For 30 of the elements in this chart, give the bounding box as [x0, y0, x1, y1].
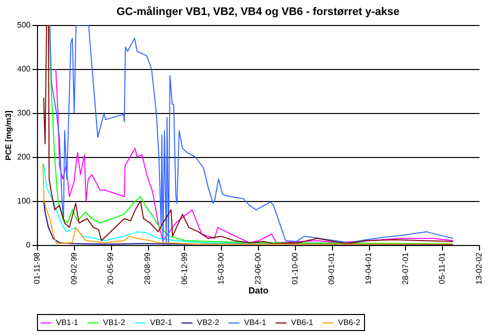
x-tick-label: 01-10-00 [290, 252, 300, 285]
x-tick-label: 05-11-01 [438, 252, 447, 284]
x-tick-label: 19-04-01 [364, 252, 373, 285]
legend-label: VB1-2 [103, 318, 126, 327]
x-tick-label: 15-03-00 [216, 252, 226, 285]
x-tick-label: 28-08-99 [143, 252, 152, 285]
legend-label: VB2-1 [150, 318, 173, 327]
y-tick-label: 500 [17, 20, 32, 30]
legend-label: VB4-1 [244, 318, 267, 327]
line-series [55, 68, 454, 244]
x-tick-label: 09-02-99 [69, 252, 78, 285]
y-tick-label: 100 [17, 196, 32, 206]
y-tick-label: 200 [17, 152, 32, 162]
y-tick-label: 0 [26, 240, 32, 250]
legend-label: VB2-2 [197, 318, 220, 327]
y-axis-title: PCE [mg/m3] [4, 110, 14, 160]
legend-label: VB6-2 [338, 318, 361, 327]
y-tick-label: 300 [17, 108, 32, 118]
y-tick-label: 400 [17, 64, 32, 74]
x-tick-label: 13-02-02 [474, 252, 484, 285]
x-tick-label: 20-05-99 [106, 252, 116, 285]
x-tick-label: 01-11-98 [32, 252, 42, 284]
legend-label: VB6-1 [291, 318, 314, 327]
x-axis-title: Dato [248, 286, 269, 296]
x-tick-label: 28-07-01 [400, 252, 410, 285]
x-tick-label: 23-06-00 [254, 252, 262, 285]
x-tick-label: 06-12-99 [180, 252, 189, 285]
legend-label: VB1-1 [56, 318, 79, 327]
chart-title: GC-målinger VB1, VB2, VB4 og VB6 - forstørret y-akse [116, 5, 400, 18]
x-tick-label: 09-01-01 [327, 252, 336, 285]
